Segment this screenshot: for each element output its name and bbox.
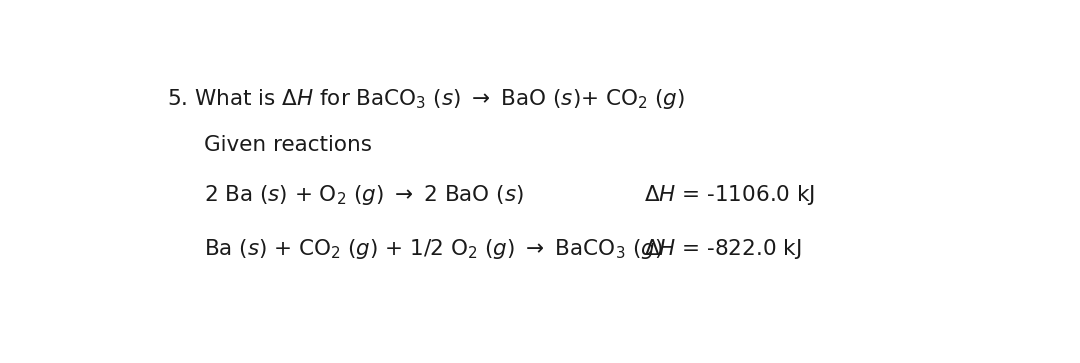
Text: Given reactions: Given reactions (204, 135, 373, 155)
Text: 5. What is $\mathit{\Delta H}$ for BaCO$_3$ ($s$) $\rightarrow$ BaO ($s$)+ CO$_2: 5. What is $\mathit{\Delta H}$ for BaCO$… (166, 87, 685, 111)
Text: 2 Ba ($s$) + O$_2$ ($g$) $\rightarrow$ 2 BaO ($s$): 2 Ba ($s$) + O$_2$ ($g$) $\rightarrow$ 2… (204, 183, 525, 208)
Text: $\mathit{\Delta H}$ = -1106.0 kJ: $\mathit{\Delta H}$ = -1106.0 kJ (644, 183, 815, 208)
Text: Ba ($s$) + CO$_2$ ($g$) + 1/2 O$_2$ ($g$) $\rightarrow$ BaCO$_3$ ($g$): Ba ($s$) + CO$_2$ ($g$) + 1/2 O$_2$ ($g$… (204, 237, 663, 261)
Text: $\mathit{\Delta H}$ = -822.0 kJ: $\mathit{\Delta H}$ = -822.0 kJ (644, 237, 801, 261)
